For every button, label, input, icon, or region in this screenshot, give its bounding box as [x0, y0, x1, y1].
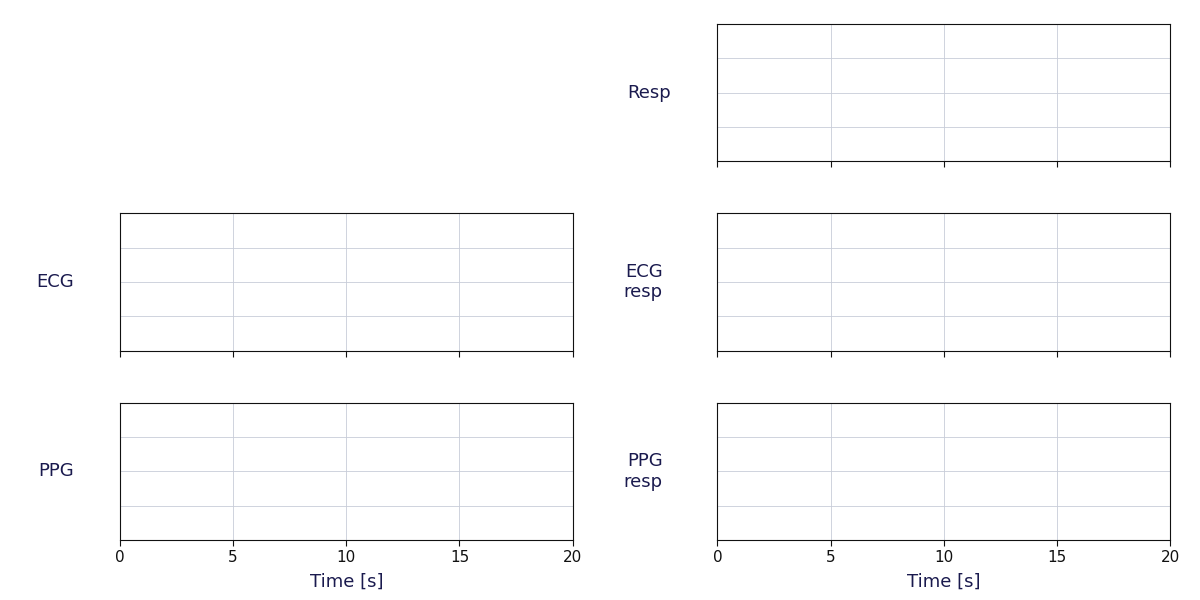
Y-axis label: ECG
resp: ECG resp	[624, 263, 662, 301]
X-axis label: Time [s]: Time [s]	[310, 572, 383, 590]
Y-axis label: ECG: ECG	[36, 273, 73, 291]
Y-axis label: Resp: Resp	[628, 83, 671, 101]
Y-axis label: PPG: PPG	[38, 463, 73, 481]
Y-axis label: PPG
resp: PPG resp	[624, 452, 662, 491]
X-axis label: Time [s]: Time [s]	[907, 572, 980, 590]
